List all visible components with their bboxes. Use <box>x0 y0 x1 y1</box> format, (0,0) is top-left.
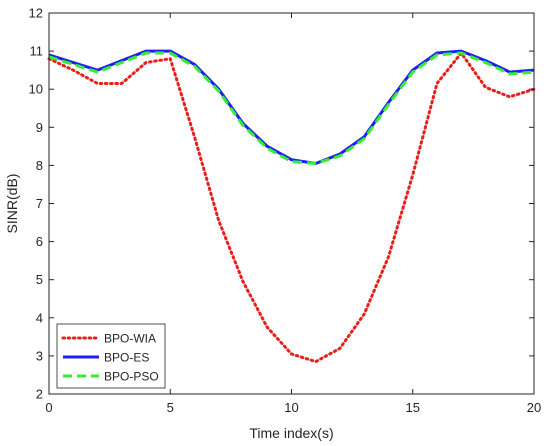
y-tick-label: 4 <box>36 310 43 325</box>
series-line-bpo-es <box>48 49 535 165</box>
series-line-bpo-wia <box>47 51 536 364</box>
y-axis-label: SINR(dB) <box>4 174 20 234</box>
legend-entries: BPO-WIA BPO-ES BPO-PSO <box>61 332 159 384</box>
x-tick-label: 15 <box>406 400 420 415</box>
x-tick-label: 10 <box>284 400 298 415</box>
series-line-bpo-pso <box>48 51 535 165</box>
legend: BPO-WIA BPO-ES BPO-PSO <box>56 323 166 389</box>
legend-label: BPO-PSO <box>104 370 159 384</box>
y-tick-label: 5 <box>36 272 43 287</box>
y-tick-label: 2 <box>36 387 43 402</box>
legend-label: BPO-WIA <box>104 332 156 346</box>
axis-layer: 0 5 10 15 20 2 3 4 5 6 7 8 9 10 11 12 <box>29 6 542 416</box>
y-tick-label: 7 <box>36 196 43 211</box>
y-tick-label: 12 <box>29 6 43 21</box>
x-axis-label: Time index(s) <box>249 425 333 441</box>
x-tick-label: 20 <box>527 400 541 415</box>
series-layer <box>47 49 536 364</box>
y-tick-label: 3 <box>36 348 43 363</box>
y-tick-label: 10 <box>29 82 43 97</box>
legend-label: BPO-ES <box>104 351 149 365</box>
x-tick-label: 0 <box>45 400 52 415</box>
y-tick-label: 11 <box>30 44 44 59</box>
y-tick-label: 8 <box>36 158 43 173</box>
x-tick-label: 5 <box>167 400 174 415</box>
y-tick-label: 6 <box>36 234 43 249</box>
y-tick-label: 9 <box>36 120 43 135</box>
